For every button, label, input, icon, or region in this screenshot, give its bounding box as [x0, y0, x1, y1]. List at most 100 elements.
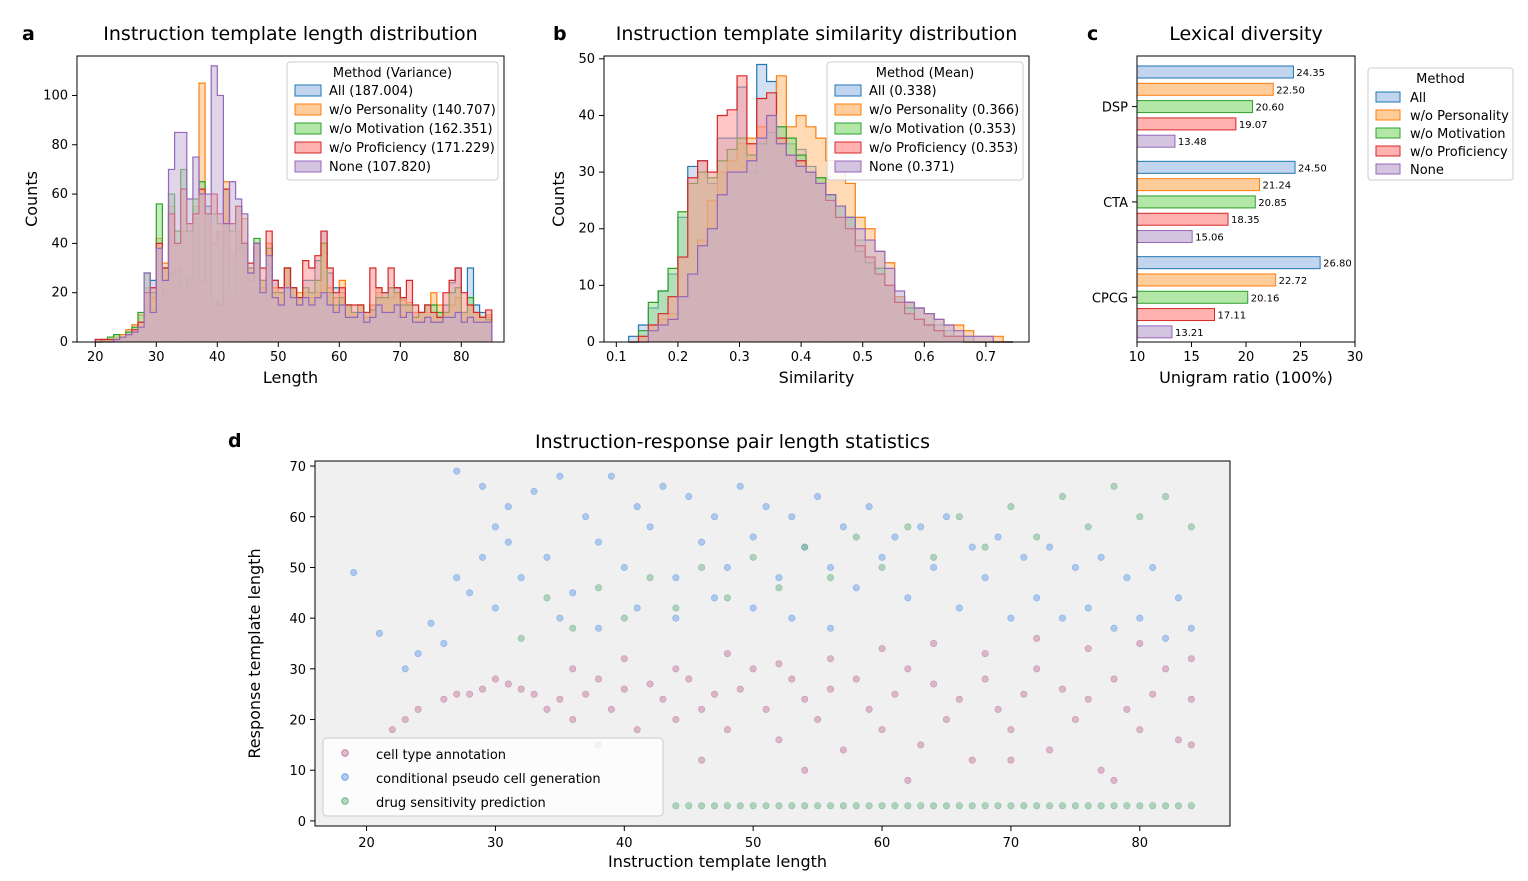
x-tick-label: 30	[148, 350, 165, 365]
legend-title: Method	[1416, 72, 1465, 87]
histogram-bar	[95, 339, 102, 342]
histogram-bar	[835, 206, 846, 342]
panel-letter: c	[1087, 23, 1098, 45]
scatter-point	[1174, 802, 1182, 810]
histogram-bar	[101, 339, 108, 342]
histogram-bar	[467, 317, 474, 342]
legend-label: w/o Proficiency	[1410, 145, 1508, 160]
y-tick-label: 0	[298, 815, 306, 830]
x-tick-label: 70	[1003, 836, 1020, 851]
scatter-point	[981, 675, 989, 683]
scatter-point	[955, 802, 963, 810]
scatter-point	[1046, 802, 1054, 810]
y-tick-label: 60	[51, 187, 68, 202]
scatter-point	[1084, 645, 1092, 653]
scatter-point	[569, 589, 577, 597]
legend-label: None (0.371)	[869, 160, 954, 175]
scatter-point	[1071, 563, 1079, 571]
legend-marker	[341, 797, 349, 805]
x-axis-label: Instruction template length	[608, 852, 827, 871]
histogram-bar	[375, 305, 382, 342]
legend-swatch	[834, 160, 862, 173]
scatter-point	[1007, 756, 1015, 764]
scatter-point	[711, 513, 719, 521]
x-tick-label: 80	[1132, 836, 1149, 851]
scatter-point	[556, 472, 564, 480]
scatter-point	[672, 604, 680, 612]
scatter-point	[994, 802, 1002, 810]
x-axis-label: Unigram ratio (100%)	[1159, 368, 1333, 387]
histogram-bar	[894, 291, 905, 342]
histogram-bar	[436, 322, 443, 342]
legend: cell type annotation conditional pseudo c…	[322, 737, 664, 817]
y-axis-label: Response template length	[245, 548, 264, 758]
scatter-point	[466, 589, 474, 597]
histogram-bar	[156, 248, 163, 342]
scatter-point	[788, 614, 796, 622]
histogram-bar	[815, 183, 826, 342]
scatter-point	[595, 538, 603, 546]
scatter-point	[491, 604, 499, 612]
x-axis-label: Length	[263, 368, 318, 387]
y-axis-label: Counts	[549, 171, 568, 227]
scatter-point	[1110, 675, 1118, 683]
histogram-bar	[400, 317, 407, 342]
scatter-point	[994, 705, 1002, 713]
histogram-bar	[345, 317, 352, 342]
bar-value-label: 20.85	[1258, 198, 1287, 209]
histogram-bar	[424, 317, 431, 342]
scatter-point	[685, 802, 693, 810]
scatter-point	[633, 604, 641, 612]
scatter-point	[852, 675, 860, 683]
histogram-bar	[727, 172, 738, 342]
histogram-bar	[205, 194, 212, 342]
legend-title: Method (Variance)	[333, 66, 452, 81]
scatter-point	[620, 614, 628, 622]
histogram-bar	[369, 317, 376, 342]
bar	[1136, 134, 1176, 148]
scatter-point	[1033, 802, 1041, 810]
legend-label: All	[1410, 91, 1426, 106]
scatter-point	[1071, 716, 1079, 724]
histogram-bar	[875, 251, 885, 342]
scatter-point	[801, 695, 809, 703]
histogram-bar	[223, 223, 230, 342]
scatter-point	[749, 604, 757, 612]
y-tick-label: 80	[51, 138, 68, 153]
scatter-point	[994, 533, 1002, 541]
chart-title: Instruction template length distribution	[103, 23, 477, 45]
histogram-bar	[339, 305, 346, 342]
scatter-point	[620, 655, 628, 663]
histogram-bar	[211, 65, 218, 343]
scatter-point	[814, 716, 822, 724]
histogram-bar	[247, 272, 254, 342]
histogram-bar	[388, 268, 395, 342]
histogram-bar	[461, 292, 468, 342]
scatter-point	[878, 553, 886, 561]
legend-label: All (187.004)	[329, 84, 413, 99]
scatter-point	[595, 624, 603, 632]
y-tick-label: 20	[51, 286, 68, 301]
scatter-point	[1149, 690, 1157, 698]
scatter-point	[1149, 802, 1157, 810]
scatter-point	[530, 690, 538, 698]
histogram-bar	[290, 297, 297, 342]
scatter-point	[414, 705, 422, 713]
scatter-point	[711, 690, 719, 698]
x-tick-label: 30	[1347, 350, 1364, 365]
scatter-point	[1136, 802, 1144, 810]
histogram-bar	[363, 322, 370, 342]
histogram-bar	[113, 339, 120, 342]
y-tick-label: 100	[43, 88, 68, 103]
bar-value-label: 24.35	[1296, 68, 1325, 79]
scatter-point	[775, 574, 783, 582]
scatter-point	[736, 685, 744, 693]
scatter-point	[401, 716, 409, 724]
scatter-point	[1162, 634, 1170, 642]
bar-value-label: 20.60	[1256, 103, 1285, 114]
legend-marker	[341, 749, 349, 757]
scatter-point	[1136, 726, 1144, 734]
histogram-bar	[806, 172, 816, 342]
histogram-bar	[687, 177, 698, 342]
bar	[1136, 290, 1249, 304]
